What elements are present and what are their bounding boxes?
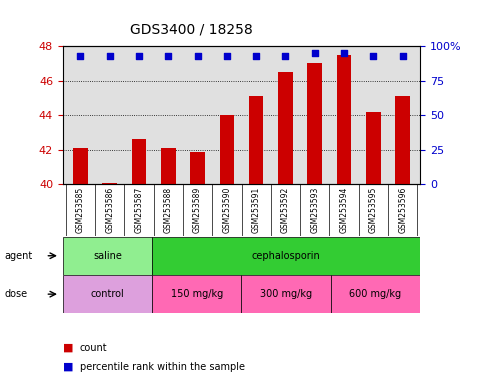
Point bbox=[106, 53, 114, 59]
Text: control: control bbox=[91, 289, 124, 299]
Text: GSM253592: GSM253592 bbox=[281, 187, 290, 233]
Bar bbox=[395, 96, 410, 184]
Text: ■: ■ bbox=[63, 343, 73, 353]
Text: GSM253594: GSM253594 bbox=[340, 187, 349, 233]
Text: GDS3400 / 18258: GDS3400 / 18258 bbox=[130, 23, 253, 36]
Bar bbox=[220, 115, 234, 184]
Text: count: count bbox=[80, 343, 107, 353]
Bar bbox=[132, 139, 146, 184]
Text: GSM253595: GSM253595 bbox=[369, 187, 378, 233]
Text: GSM253589: GSM253589 bbox=[193, 187, 202, 233]
Bar bbox=[152, 275, 242, 313]
Bar bbox=[161, 148, 176, 184]
Point bbox=[194, 53, 201, 59]
Point bbox=[340, 50, 348, 56]
Bar bbox=[278, 72, 293, 184]
Text: GSM253586: GSM253586 bbox=[105, 187, 114, 233]
Text: GSM253587: GSM253587 bbox=[134, 187, 143, 233]
Point bbox=[223, 53, 231, 59]
Text: ■: ■ bbox=[63, 362, 73, 372]
Text: cephalosporin: cephalosporin bbox=[252, 251, 321, 261]
Bar bbox=[331, 275, 420, 313]
Point bbox=[76, 53, 84, 59]
Text: saline: saline bbox=[93, 251, 122, 261]
Text: 300 mg/kg: 300 mg/kg bbox=[260, 289, 312, 299]
Point bbox=[135, 53, 143, 59]
Bar bbox=[242, 275, 331, 313]
Text: agent: agent bbox=[5, 251, 33, 261]
Text: dose: dose bbox=[5, 289, 28, 299]
Text: GSM253590: GSM253590 bbox=[222, 187, 231, 233]
Text: GSM253591: GSM253591 bbox=[252, 187, 261, 233]
Text: GSM253596: GSM253596 bbox=[398, 187, 407, 233]
Text: 150 mg/kg: 150 mg/kg bbox=[170, 289, 223, 299]
Bar bbox=[307, 63, 322, 184]
Point bbox=[164, 53, 172, 59]
Bar bbox=[190, 152, 205, 184]
Text: GSM253593: GSM253593 bbox=[310, 187, 319, 233]
Point bbox=[282, 53, 289, 59]
Text: GSM253588: GSM253588 bbox=[164, 187, 173, 233]
Bar bbox=[152, 237, 420, 275]
Text: 600 mg/kg: 600 mg/kg bbox=[350, 289, 401, 299]
Bar bbox=[63, 237, 152, 275]
Bar bbox=[73, 148, 88, 184]
Bar bbox=[249, 96, 263, 184]
Point bbox=[399, 53, 407, 59]
Text: percentile rank within the sample: percentile rank within the sample bbox=[80, 362, 245, 372]
Text: GSM253585: GSM253585 bbox=[76, 187, 85, 233]
Point bbox=[369, 53, 377, 59]
Bar bbox=[63, 275, 152, 313]
Point bbox=[252, 53, 260, 59]
Bar bbox=[337, 55, 351, 184]
Bar bbox=[366, 112, 381, 184]
Point bbox=[311, 50, 319, 56]
